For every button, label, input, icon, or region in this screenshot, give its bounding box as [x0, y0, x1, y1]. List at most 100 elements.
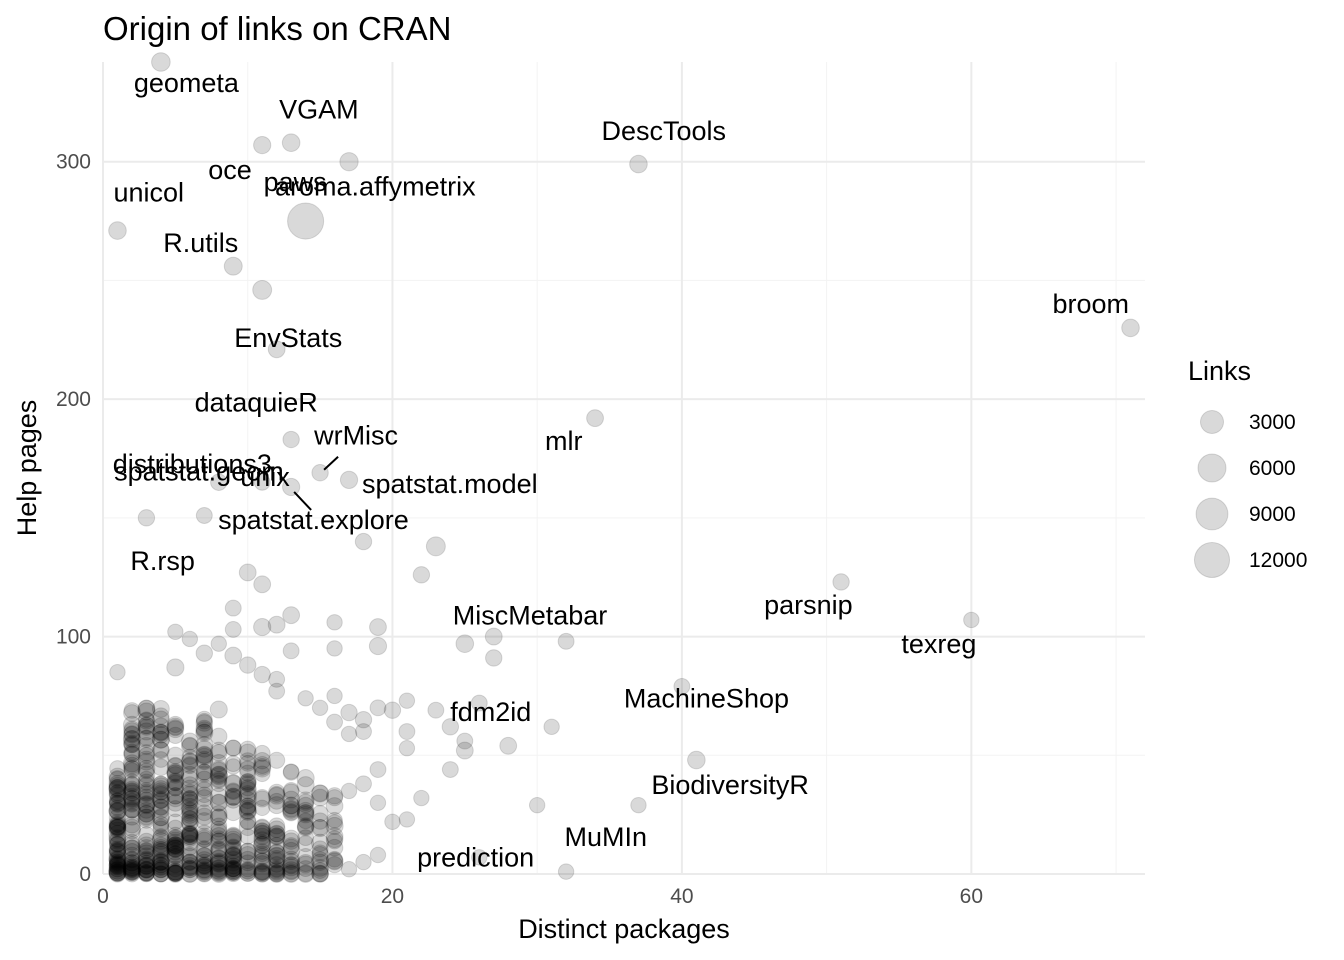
data-point	[209, 865, 228, 883]
data-point	[296, 855, 315, 874]
data-point	[268, 825, 286, 843]
data-point	[152, 809, 170, 827]
data-point	[268, 851, 286, 869]
data-point	[152, 828, 170, 845]
data-point	[239, 842, 257, 861]
data-point	[195, 750, 214, 769]
data-point	[166, 658, 185, 677]
data-point	[326, 850, 343, 868]
data-point	[543, 718, 560, 735]
data-point	[311, 862, 329, 879]
data-point	[166, 787, 185, 805]
data-point	[123, 860, 141, 878]
legend-label: 3000	[1249, 411, 1296, 434]
data-point	[123, 863, 141, 881]
data-point	[253, 852, 271, 870]
data-point	[238, 818, 257, 837]
data-point	[123, 773, 141, 791]
data-point	[239, 854, 257, 872]
data-point	[152, 861, 170, 878]
data-point	[224, 861, 242, 879]
data-point	[152, 791, 170, 810]
data-point	[297, 860, 315, 878]
data-point	[152, 730, 170, 749]
data-point	[268, 856, 285, 873]
data-point	[253, 765, 271, 783]
data-point	[253, 827, 271, 846]
data-point	[166, 837, 184, 855]
data-point	[325, 816, 344, 836]
data-point	[137, 864, 156, 882]
data-point	[253, 825, 271, 842]
data-point	[210, 820, 228, 838]
data-point	[138, 841, 155, 859]
data-point	[253, 824, 271, 841]
data-point	[167, 623, 184, 641]
data-point	[268, 860, 286, 878]
data-point	[123, 858, 141, 877]
data-point	[195, 858, 213, 876]
labeled-point	[1121, 318, 1140, 338]
data-point	[296, 818, 315, 837]
data-point	[108, 846, 127, 865]
data-point	[181, 825, 199, 843]
data-point	[224, 851, 243, 869]
data-point	[224, 599, 242, 617]
data-point	[123, 756, 141, 775]
data-point	[282, 850, 301, 869]
data-point	[253, 864, 271, 882]
data-point	[195, 847, 213, 865]
data-point	[108, 842, 126, 860]
data-point	[152, 792, 170, 810]
data-point	[195, 827, 214, 846]
data-point	[340, 725, 358, 743]
data-point	[137, 788, 155, 806]
data-point	[108, 795, 127, 813]
data-point	[296, 791, 315, 810]
data-point	[152, 717, 170, 735]
data-point	[137, 847, 156, 866]
data-point	[325, 787, 344, 805]
data-point	[441, 718, 460, 736]
data-point	[267, 824, 286, 843]
data-point	[181, 790, 199, 807]
size-legend: Links 3000 6000 9000 12000	[1188, 356, 1307, 579]
data-point	[282, 832, 300, 850]
data-point	[152, 838, 170, 856]
data-point	[181, 737, 199, 756]
data-point	[253, 847, 271, 866]
data-point	[137, 750, 156, 769]
data-point	[152, 710, 170, 729]
data-point	[253, 822, 271, 840]
data-point	[253, 834, 271, 852]
data-point	[152, 820, 170, 838]
point-label: distributions3	[113, 449, 272, 479]
labeled-point	[339, 470, 359, 489]
data-point	[354, 532, 373, 551]
point-label: EnvStats	[234, 323, 342, 353]
data-point	[282, 837, 300, 855]
labeled-point	[281, 133, 301, 153]
data-point	[137, 804, 156, 823]
data-point	[137, 857, 156, 875]
data-point	[181, 853, 199, 872]
data-point	[238, 752, 257, 770]
data-point	[296, 769, 315, 788]
data-point	[225, 758, 242, 775]
data-point	[195, 644, 213, 662]
data-point	[268, 836, 286, 854]
data-point	[268, 751, 286, 769]
data-point	[253, 835, 272, 855]
data-point	[137, 729, 156, 749]
data-point	[239, 828, 256, 845]
labeled-point	[687, 750, 706, 770]
data-point	[195, 763, 213, 781]
data-point	[224, 846, 243, 865]
data-point	[109, 799, 126, 817]
data-point	[123, 720, 141, 738]
data-point	[151, 730, 170, 749]
data-point	[152, 707, 170, 725]
data-point	[310, 784, 330, 803]
data-point	[253, 852, 272, 871]
